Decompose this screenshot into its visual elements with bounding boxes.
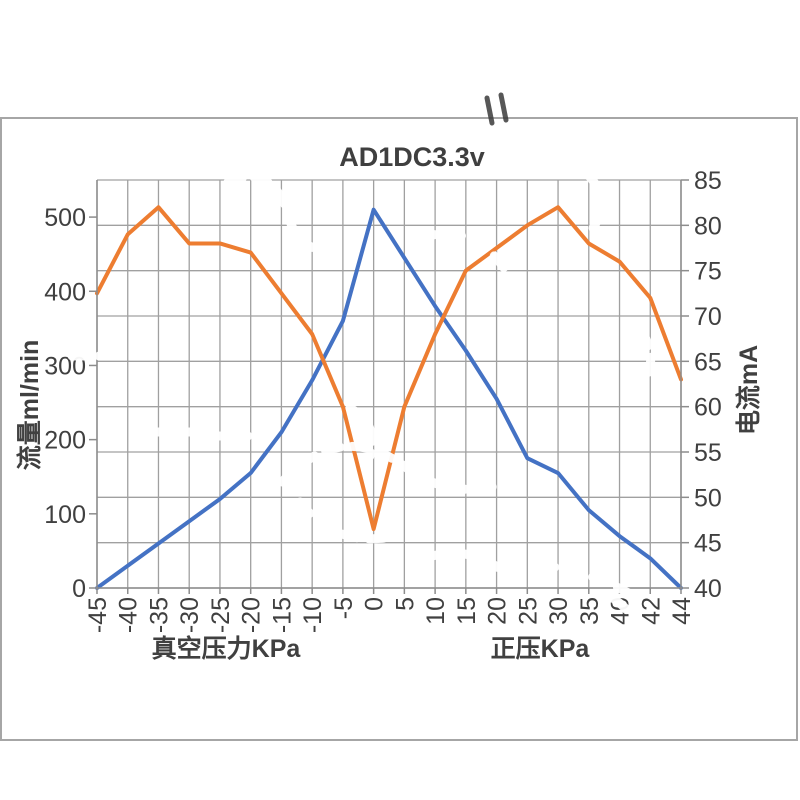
right-axis-tick-label: 65: [694, 348, 722, 376]
left-axis-tick-label: 100: [44, 501, 86, 529]
watermark-scribble: [610, 595, 639, 651]
right-axis-tick-label: 40: [694, 575, 722, 603]
x-axis-tick-label: -20: [238, 597, 266, 633]
x-axis-tick-label: 5: [391, 597, 419, 611]
left-axis-tick-label: 200: [44, 427, 86, 455]
watermark-scribble: [495, 751, 587, 773]
right-axis-title: 电流mA: [735, 345, 763, 435]
x-axis-tick-label: 42: [637, 597, 665, 625]
axes-and-ticks: [89, 179, 689, 594]
x-axis-tick-label: -15: [268, 597, 296, 633]
right-axis-tick-label: 45: [694, 530, 722, 558]
x-axis-tick-label: -40: [115, 597, 143, 633]
watermark-scribble: [295, 497, 389, 544]
x-axis-tick-label: -35: [145, 597, 173, 633]
x-axis-tick-label: 35: [576, 597, 604, 625]
x-axis-tick-label: 25: [514, 597, 542, 625]
right-axis-tick-label: 70: [694, 303, 722, 331]
right-axis-tick-label: 55: [694, 439, 722, 467]
watermark-scribble: [223, 172, 341, 254]
left-axis-tick-label: 500: [44, 204, 86, 232]
x-axis-tick-label: -30: [176, 597, 204, 633]
watermark-scribble: [580, 167, 606, 233]
x-axis-tick-label: -10: [299, 597, 327, 633]
x-axis-tick-label: 10: [422, 597, 450, 625]
x-axis-tick-label: -5: [330, 597, 358, 619]
right-axis-tick-label: 85: [694, 167, 722, 195]
x-axis-tick-label: 30: [545, 597, 573, 625]
right-axis-tick-label: 75: [694, 258, 722, 286]
watermark-scribble: [145, 427, 253, 441]
x-axis-tick-label: 0: [361, 597, 389, 611]
left-axis-tick-label: 400: [44, 278, 86, 306]
left-axis-title: 流量ml/min: [16, 340, 44, 471]
series-lines: [95, 205, 683, 590]
watermark-scribble: [631, 327, 656, 399]
watermark-scribble: [285, 681, 347, 721]
tick-labels: 010020030040050040455055606570758085-45-…: [44, 167, 722, 633]
watermark-overlay: [67, 167, 656, 773]
left-axis-tick-label: 0: [72, 575, 86, 603]
dark-artifact-marks: [484, 92, 509, 126]
watermark-scribble: [427, 548, 509, 577]
right-axis-tick-label: 50: [694, 484, 722, 512]
right-axis-tick-label: 60: [694, 394, 722, 422]
watermark-scribble: [345, 403, 377, 461]
x-group-label-positive: 正压KPa: [491, 635, 591, 663]
x-axis-tick-label: -25: [207, 597, 235, 633]
chart-title: AD1DC3.3v: [339, 142, 485, 172]
x-axis-tick-label: -45: [84, 597, 112, 633]
x-axis-tick-label: 44: [668, 597, 696, 625]
right-axis-tick-label: 80: [694, 212, 722, 240]
watermark-scribble: [415, 229, 509, 273]
artifact-dash: [484, 92, 509, 126]
x-axis-tick-label: 15: [453, 597, 481, 625]
series-current-line: [95, 205, 683, 532]
series-flow-line: [95, 207, 683, 590]
watermark-scribble: [277, 442, 501, 494]
watermark-scribble: [535, 560, 637, 600]
x-axis-tick-label: 20: [484, 597, 512, 625]
x-group-label-vacuum: 真空压力KPa: [152, 634, 302, 663]
